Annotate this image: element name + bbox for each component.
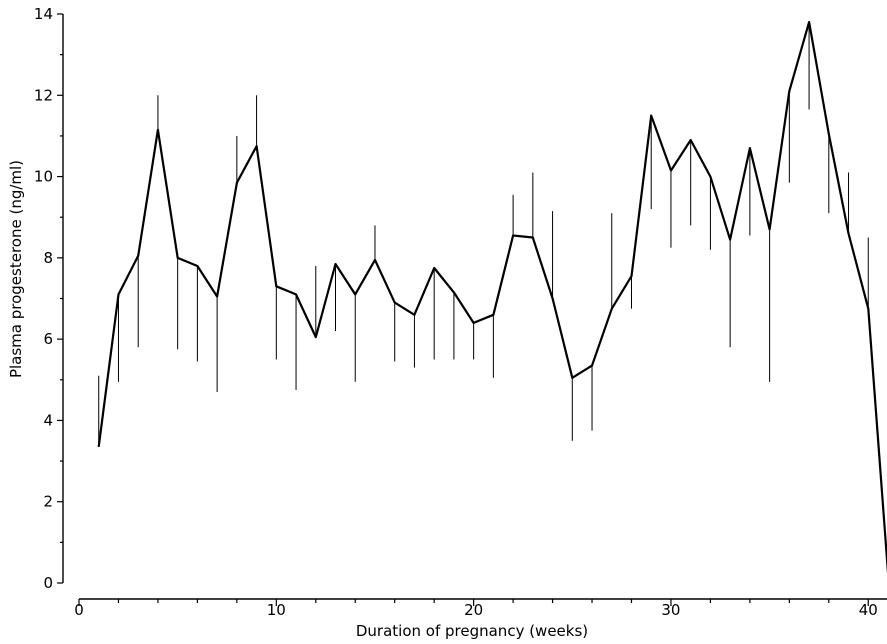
y-axis-title: Plasma progesterone (ng/ml) <box>7 160 25 378</box>
error-bars <box>98 22 869 447</box>
axes: 0 2 4 6 8 10 12 14 0 10 20 30 40 <box>34 5 887 619</box>
x-axis-title: Duration of pregnancy (weeks) <box>356 622 588 640</box>
x-tick-label: 20 <box>464 601 483 619</box>
y-tick-label: 4 <box>43 411 53 429</box>
series-line <box>97 21 887 573</box>
y-tick-label: 8 <box>43 249 53 267</box>
x-tick-label: 30 <box>661 601 680 619</box>
y-tick-label: 12 <box>34 86 53 104</box>
y-tick-label: 14 <box>34 5 53 23</box>
y-tick-label: 10 <box>34 168 53 186</box>
x-tick-label: 40 <box>859 601 878 619</box>
y-tick-label: 2 <box>43 493 53 511</box>
series-layer <box>97 21 887 573</box>
x-tick-label: 10 <box>267 601 286 619</box>
y-tick-label: 0 <box>43 574 53 592</box>
x-tick-label: 0 <box>74 601 84 619</box>
y-tick-label: 6 <box>43 330 53 348</box>
